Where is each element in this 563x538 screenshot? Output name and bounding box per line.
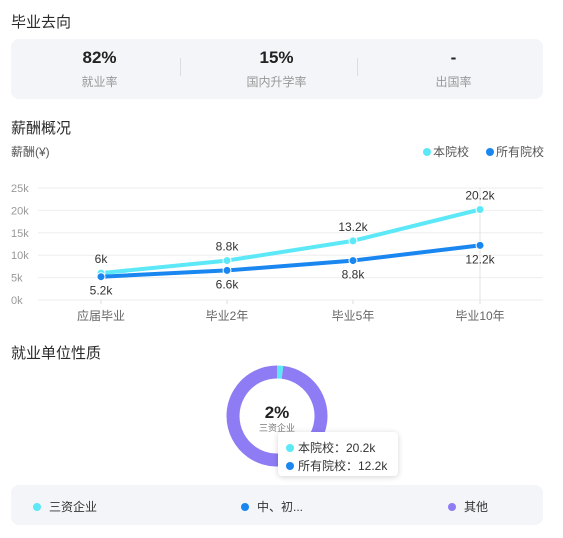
tooltip-row-all-schools: 所有院校：12.2k	[286, 457, 387, 474]
data-point	[222, 265, 232, 275]
stat-divider	[180, 58, 181, 76]
stat-divider	[357, 58, 358, 76]
x-tick-label: 应届毕业	[77, 308, 125, 323]
data-label: 8.8k	[216, 240, 240, 254]
salary-line-chart: 25k 20k 15k 10k 5k 0k 应届毕业 毕业2年 毕业5年 毕业10年 6k 8.8k 1…	[11, 183, 543, 323]
data-label: 6k	[95, 252, 109, 266]
employer-donut-chart	[226, 365, 328, 467]
data-label: 5.2k	[90, 284, 114, 298]
donut-slice[interactable]	[226, 365, 328, 467]
legend-label: 本院校	[433, 145, 470, 159]
x-tick-label: 毕业5年	[332, 309, 375, 323]
y-tick-label: 15k	[11, 228, 29, 240]
donut-center-value: 2%	[264, 403, 290, 422]
legend-dot-icon	[448, 503, 456, 511]
legend-item-foreign-enterprise[interactable]: 三资企业	[33, 498, 97, 515]
y-tick-label: 5k	[11, 273, 23, 285]
legend-item-secondary-primary[interactable]: 中、初...	[241, 498, 303, 515]
series-line-all-schools	[99, 243, 482, 279]
legend-dot-icon	[33, 503, 41, 511]
tooltip-text: 本院校：20.2k	[298, 441, 376, 455]
legend-item-other[interactable]: 其他	[448, 498, 488, 515]
stat-value: -	[450, 48, 457, 67]
section-title-graduation: 毕业去向	[11, 14, 72, 31]
legend-label: 三资企业	[49, 500, 98, 514]
graduation-stats-panel: 82% 就业率 15% 国内升学率 - 出国率	[11, 39, 543, 99]
data-point	[348, 236, 358, 246]
tooltip-text: 所有院校：12.2k	[298, 459, 388, 473]
tooltip-row-this-school: 本院校：20.2k	[286, 439, 375, 456]
donut-svg	[226, 365, 328, 467]
x-tick-label: 毕业2年	[206, 309, 249, 323]
y-tick-label: 20k	[11, 205, 29, 217]
tooltip-dot-icon	[286, 462, 294, 470]
x-tick-label: 毕业10年	[455, 309, 504, 323]
legend-dot-icon	[241, 503, 249, 511]
stat-study-abroad: - 出国率	[365, 39, 542, 99]
stat-employment: 82% 就业率	[11, 39, 188, 99]
data-label: 6.6k	[216, 277, 240, 291]
y-tick-label: 10k	[11, 250, 29, 262]
stat-value: 15%	[259, 48, 294, 67]
legend-label: 其他	[464, 500, 489, 514]
legend-label: 所有院校	[496, 145, 545, 159]
stat-value: 82%	[82, 48, 117, 67]
section-title-salary: 薪酬概况	[11, 120, 72, 137]
series-line-this-school	[99, 207, 482, 276]
data-point	[475, 240, 485, 250]
data-point	[222, 256, 232, 266]
data-point	[96, 272, 106, 282]
tooltip-dot-icon	[286, 444, 294, 452]
data-label: 8.8k	[342, 268, 366, 282]
legend-dot-icon	[486, 148, 494, 156]
section-title-employer-type: 就业单位性质	[11, 345, 102, 362]
data-label: 13.2k	[338, 220, 368, 234]
data-label: 12.2k	[465, 252, 495, 266]
y-tick-label: 0k	[11, 295, 23, 307]
legend-item-all-schools[interactable]: 所有院校	[486, 143, 544, 160]
legend-dot-icon	[423, 148, 431, 156]
employer-legend-panel: 三资企业 中、初... 其他	[11, 485, 543, 525]
y-tick-label: 25k	[11, 183, 29, 195]
legend-label: 中、初...	[257, 500, 304, 514]
legend-item-this-school[interactable]: 本院校	[423, 143, 469, 160]
data-label: 20.2k	[465, 189, 495, 203]
stat-label: 国内升学率	[246, 75, 307, 89]
chart-tooltip: 本院校：20.2k 所有院校：12.2k	[278, 432, 398, 476]
stat-label: 就业率	[81, 75, 118, 89]
stat-domestic-further-study: 15% 国内升学率	[188, 39, 365, 99]
data-point	[475, 205, 485, 215]
salary-unit-label: 薪酬(¥)	[11, 145, 50, 159]
stat-label: 出国率	[435, 75, 472, 89]
donut-center-label: 三资企业	[258, 423, 295, 433]
data-point	[348, 256, 358, 266]
donut-center: 2% 三资企业	[226, 404, 328, 434]
